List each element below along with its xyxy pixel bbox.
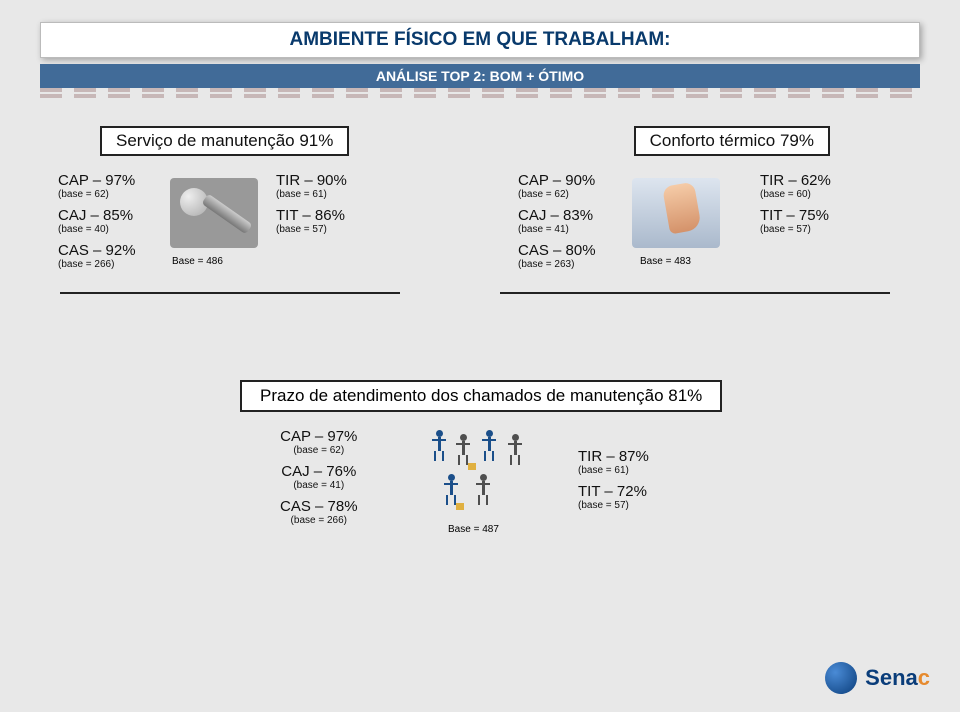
stat-base: (base = 41): [518, 224, 596, 235]
service-base: Base = 486: [172, 256, 223, 267]
stat-value: TIR – 90%: [276, 172, 347, 189]
stat-base: (base = 62): [518, 189, 596, 200]
stat-value: CAJ – 83%: [518, 207, 596, 224]
stat-value: TIT – 86%: [276, 207, 347, 224]
bottom-label: Prazo de atendimento dos chamados de man…: [240, 380, 722, 412]
thermal-right-col: TIR – 62% (base = 60) TIT – 75% (base = …: [760, 172, 831, 242]
thermal-base: Base = 483: [640, 256, 691, 267]
senac-logo: Senac: [810, 662, 930, 694]
stat-value: CAS – 78%: [280, 498, 358, 515]
bottom-left-col: CAP – 97% (base = 62) CAJ – 76% (base = …: [280, 428, 358, 533]
stat-value: TIT – 75%: [760, 207, 831, 224]
stat-value: TIR – 62%: [760, 172, 831, 189]
page-subtitle: ANÁLISE TOP 2: BOM + ÓTIMO: [40, 64, 920, 88]
stat-base: (base = 41): [280, 480, 358, 491]
divider-dash: [40, 88, 920, 92]
stat-base: (base = 61): [276, 189, 347, 200]
stat-base: (base = 266): [58, 259, 136, 270]
divider-line: [60, 292, 400, 294]
page-title: AMBIENTE FÍSICO EM QUE TRABALHAM:: [40, 22, 920, 58]
logo-text: Senac: [865, 665, 930, 691]
divider-line: [500, 292, 890, 294]
wrench-icon: [170, 178, 258, 248]
stat-base: (base = 266): [280, 515, 358, 526]
stat-value: CAS – 80%: [518, 242, 596, 259]
logo-globe-icon: [823, 660, 859, 696]
stat-base: (base = 61): [578, 465, 649, 476]
stat-value: CAP – 97%: [58, 172, 136, 189]
stat-base: (base = 57): [578, 500, 649, 511]
stat-value: TIT – 72%: [578, 483, 649, 500]
stat-base: (base = 263): [518, 259, 596, 270]
thermal-left-col: CAP – 90% (base = 62) CAJ – 83% (base = …: [518, 172, 596, 277]
stat-base: (base = 57): [276, 224, 347, 235]
stat-value: CAP – 97%: [280, 428, 358, 445]
stat-value: CAP – 90%: [518, 172, 596, 189]
thermostat-icon: [632, 178, 720, 248]
stat-base: (base = 40): [58, 224, 136, 235]
stat-base: (base = 62): [58, 189, 136, 200]
bottom-right-col: TIR – 87% (base = 61) TIT – 72% (base = …: [578, 448, 649, 518]
service-label: Serviço de manutenção 91%: [100, 126, 349, 156]
service-right-col: TIR – 90% (base = 61) TIT – 86% (base = …: [276, 172, 347, 242]
stat-base: (base = 62): [280, 445, 358, 456]
thermal-label: Conforto térmico 79%: [634, 126, 830, 156]
stat-value: TIR – 87%: [578, 448, 649, 465]
stat-value: CAS – 92%: [58, 242, 136, 259]
workers-icon: [430, 430, 550, 520]
stat-value: CAJ – 76%: [280, 463, 358, 480]
divider-dash: [40, 94, 920, 98]
stat-base: (base = 57): [760, 224, 831, 235]
bottom-base: Base = 487: [448, 524, 499, 535]
service-left-col: CAP – 97% (base = 62) CAJ – 85% (base = …: [58, 172, 136, 277]
stat-base: (base = 60): [760, 189, 831, 200]
stat-value: CAJ – 85%: [58, 207, 136, 224]
